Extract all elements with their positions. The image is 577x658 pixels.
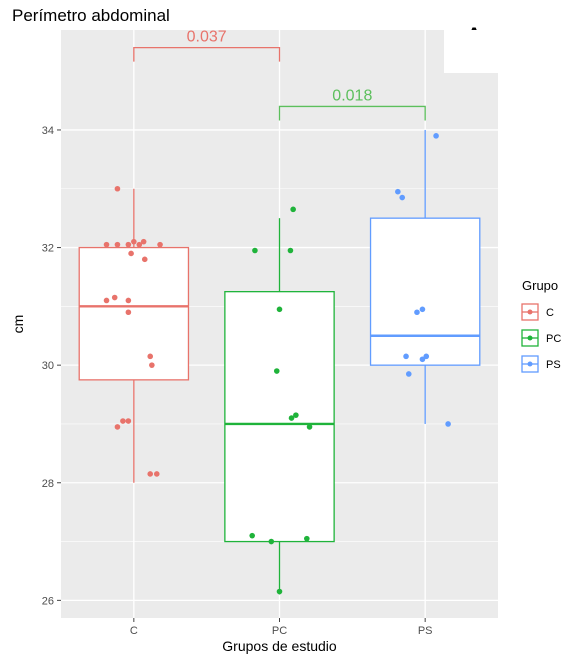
significance-label: 0.037 xyxy=(187,29,227,46)
data-point xyxy=(125,418,132,424)
data-point xyxy=(114,424,121,430)
data-point xyxy=(423,353,430,360)
data-point xyxy=(249,532,255,539)
data-point xyxy=(125,241,132,248)
data-point xyxy=(414,309,420,316)
data-point xyxy=(131,238,137,245)
legend-key-point xyxy=(527,361,533,367)
data-point xyxy=(290,206,296,213)
data-point xyxy=(399,194,406,201)
data-point xyxy=(136,241,143,248)
data-point xyxy=(287,247,294,254)
data-point xyxy=(147,471,154,477)
data-point xyxy=(273,368,280,374)
data-point xyxy=(252,247,258,254)
data-point xyxy=(288,415,295,421)
y-tick-label: 34 xyxy=(42,125,54,137)
data-point xyxy=(304,535,310,542)
data-point xyxy=(103,241,110,248)
data-point xyxy=(445,421,451,427)
legend-label: PS xyxy=(546,359,561,371)
box xyxy=(78,246,190,381)
data-point xyxy=(293,412,299,418)
data-point xyxy=(306,424,313,430)
data-point xyxy=(419,306,426,313)
y-tick-label: 32 xyxy=(42,243,54,255)
y-tick-label: 28 xyxy=(42,478,54,490)
data-point xyxy=(114,241,121,248)
data-point xyxy=(157,241,163,248)
y-tick-label: 26 xyxy=(42,595,54,607)
x-tick-label: C xyxy=(130,625,138,637)
data-point xyxy=(395,188,401,195)
significance-bracket xyxy=(278,105,426,121)
data-point xyxy=(125,297,132,304)
box xyxy=(369,217,481,366)
legend-key-point xyxy=(527,335,533,341)
data-point xyxy=(433,133,439,139)
legend-title: Grupo xyxy=(522,278,558,293)
box xyxy=(224,291,335,543)
x-tick-label: PS xyxy=(418,625,433,637)
data-point xyxy=(103,297,110,304)
data-point xyxy=(140,238,147,245)
y-axis-title: cm xyxy=(10,315,26,334)
data-point xyxy=(268,538,275,545)
data-point xyxy=(111,294,118,301)
data-point xyxy=(114,185,121,192)
significance-label: 0.018 xyxy=(332,87,372,104)
data-point xyxy=(141,256,148,263)
legend-label: PC xyxy=(546,333,561,345)
data-point xyxy=(125,309,132,316)
data-point xyxy=(419,356,426,363)
legend-label: C xyxy=(546,307,554,319)
legend-key-point xyxy=(527,309,533,315)
data-point xyxy=(120,418,126,424)
data-point xyxy=(147,353,154,360)
data-point xyxy=(276,306,283,313)
x-axis-title: Grupos de estudio xyxy=(222,638,337,654)
data-point xyxy=(149,362,155,368)
chart-title: Perímetro abdominal xyxy=(12,6,170,25)
y-tick-label: 30 xyxy=(42,360,54,372)
significance-bracket xyxy=(133,46,281,62)
data-point xyxy=(276,588,283,595)
data-point xyxy=(405,371,412,377)
panel-letter-background xyxy=(444,30,498,73)
data-point xyxy=(153,471,160,477)
data-point xyxy=(403,353,409,360)
data-point xyxy=(128,250,134,257)
x-tick-label: PC xyxy=(272,625,287,637)
